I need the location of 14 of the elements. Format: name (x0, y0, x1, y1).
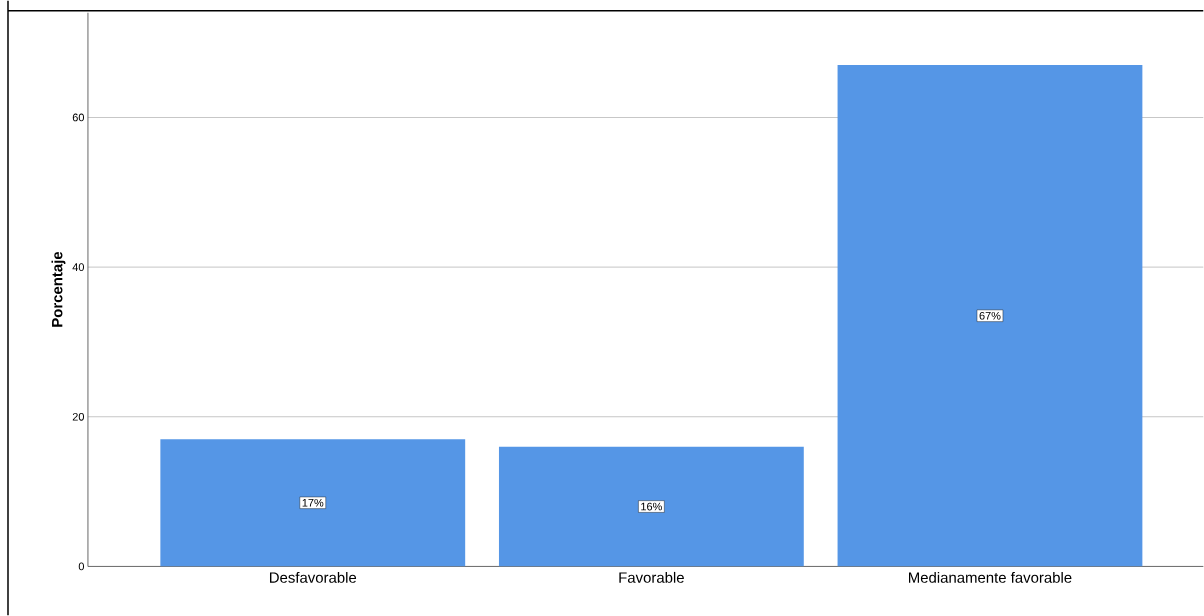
y-tick-label: 0 (78, 562, 84, 571)
y-tick-label: 40 (72, 263, 84, 271)
bar (160, 439, 466, 567)
y-tick-label: 20 (72, 412, 84, 421)
data-label: 16% (641, 502, 662, 511)
data-label: 67% (979, 311, 1001, 320)
x-tick-label: Desfavorable (270, 571, 357, 583)
x-tick-label: Favorable (619, 571, 684, 583)
bar (498, 446, 804, 567)
x-tick-label: Medianamente favorable (909, 571, 1072, 583)
data-label: 17% (302, 498, 324, 507)
y-tick-label: 60 (72, 113, 84, 122)
bar (837, 65, 1143, 567)
y-axis-title: Porcentaje (51, 251, 66, 327)
